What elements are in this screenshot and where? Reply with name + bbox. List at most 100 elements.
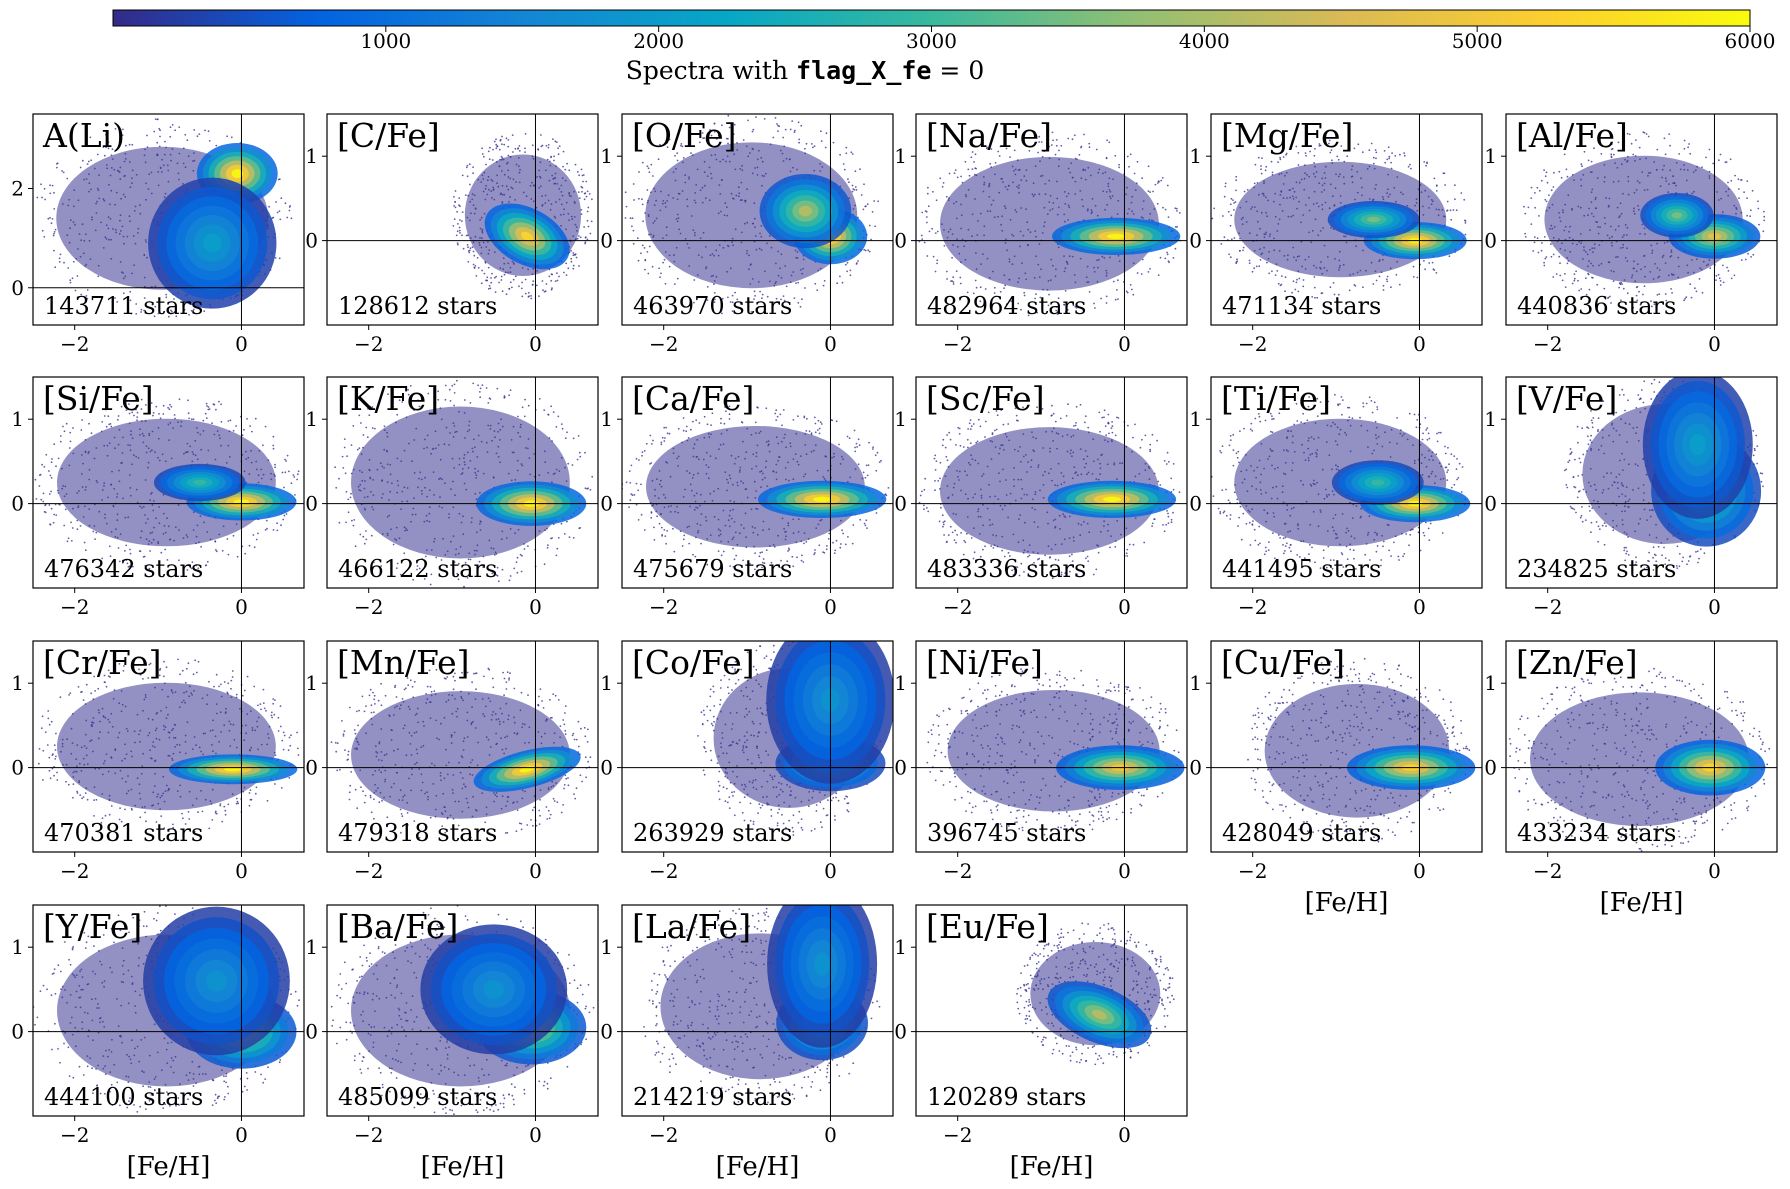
panel-frame	[32, 113, 305, 326]
scatter-point	[1446, 200, 1449, 203]
scatter-point	[814, 549, 816, 551]
scatter-point	[1147, 165, 1150, 168]
scatter-point	[1229, 203, 1232, 206]
scatter-point	[999, 290, 1002, 293]
scatter-point	[1538, 215, 1540, 217]
scatter-point	[206, 560, 209, 563]
scatter-point	[197, 567, 200, 570]
scatter-point	[44, 503, 47, 506]
scatter-point	[508, 394, 510, 397]
scatter-point	[570, 257, 573, 260]
scatter-point	[856, 446, 858, 448]
x-tick-label: −2	[1533, 332, 1562, 356]
scatter-point	[820, 140, 823, 143]
scatter-density	[916, 377, 1187, 588]
scatter-point	[1353, 147, 1356, 150]
scatter-point	[836, 282, 839, 285]
scatter-point	[53, 232, 55, 235]
scatter-point	[1564, 286, 1567, 288]
scatter-point	[469, 558, 472, 561]
scatter-point	[365, 538, 368, 541]
scatter-point	[396, 413, 399, 416]
scatter-point	[954, 169, 957, 172]
scatter-point	[931, 227, 933, 230]
scatter-point	[1746, 197, 1748, 200]
scatter-point	[1034, 297, 1036, 300]
scatter-point	[789, 128, 792, 131]
scatter-point	[866, 527, 868, 529]
scatter-point	[220, 403, 223, 406]
scatter-point	[43, 510, 46, 513]
y-tick-label: 0	[600, 229, 613, 253]
scatter-point	[791, 120, 794, 122]
scatter-point	[1055, 139, 1058, 141]
scatter-point	[453, 218, 456, 221]
scatter-point	[857, 463, 860, 466]
scatter-point	[1158, 180, 1160, 183]
scatter-point	[81, 419, 83, 421]
scatter-point	[1603, 287, 1606, 290]
scatter-point	[95, 531, 98, 534]
scatter-point	[814, 552, 816, 554]
scatter-point	[482, 155, 485, 158]
scatter-point	[1715, 279, 1717, 281]
scatter-point	[488, 284, 491, 287]
scatter-point	[1372, 156, 1375, 159]
scatter-point	[1724, 161, 1727, 164]
scatter-point	[816, 429, 819, 431]
scatter-point	[1658, 293, 1661, 295]
panel: −2 001[Al/Fe]440836 stars	[1484, 113, 1778, 356]
scatter-point	[640, 252, 642, 255]
scatter-point	[875, 512, 878, 514]
scatter-point	[105, 408, 107, 411]
scatter-point	[498, 281, 500, 284]
scatter-point	[521, 281, 523, 284]
scatter-point	[519, 553, 522, 556]
scatter-point	[818, 544, 821, 547]
scatter-point	[857, 260, 859, 262]
scatter-point	[787, 547, 790, 550]
scatter-point	[160, 551, 163, 554]
scatter-point	[1297, 164, 1300, 166]
scatter-point	[96, 153, 99, 156]
x-tick-label: −2	[354, 332, 383, 356]
scatter-point	[368, 414, 371, 417]
scatter-point	[455, 234, 458, 237]
scatter-point	[782, 136, 785, 139]
scatter-point	[641, 161, 644, 164]
scatter-point	[145, 404, 147, 406]
scatter-point	[1370, 142, 1373, 145]
scatter-point	[1449, 209, 1452, 212]
scatter-point	[775, 419, 778, 421]
scatter-point	[942, 182, 945, 184]
scatter-point	[457, 578, 460, 581]
scatter-point	[481, 147, 483, 150]
scatter-point	[667, 137, 670, 140]
scatter-point	[661, 534, 664, 536]
scatter-point	[866, 474, 869, 477]
scatter-point	[264, 425, 267, 428]
scatter-point	[629, 217, 632, 220]
scatter-point	[218, 400, 220, 403]
scatter-point	[129, 552, 132, 555]
scatter-point	[54, 228, 57, 231]
scatter-point	[761, 566, 763, 569]
scatter-point	[728, 418, 731, 420]
scatter-point	[758, 555, 761, 558]
scatter-point	[1028, 149, 1031, 152]
scatter-point	[257, 532, 259, 535]
scatter-point	[848, 437, 851, 440]
scatter-point	[343, 446, 346, 449]
scatter-point	[358, 414, 361, 417]
scatter-point	[631, 225, 633, 228]
scatter-point	[1412, 265, 1415, 268]
scatter-point	[88, 422, 90, 425]
scatter-point	[268, 205, 270, 208]
scatter-point	[1650, 300, 1652, 302]
scatter-point	[1235, 189, 1237, 192]
scatter-point	[1454, 184, 1456, 187]
scatter-point	[503, 143, 506, 146]
scatter-point	[722, 550, 725, 553]
scatter-point	[971, 151, 974, 153]
scatter-point	[1223, 236, 1226, 239]
